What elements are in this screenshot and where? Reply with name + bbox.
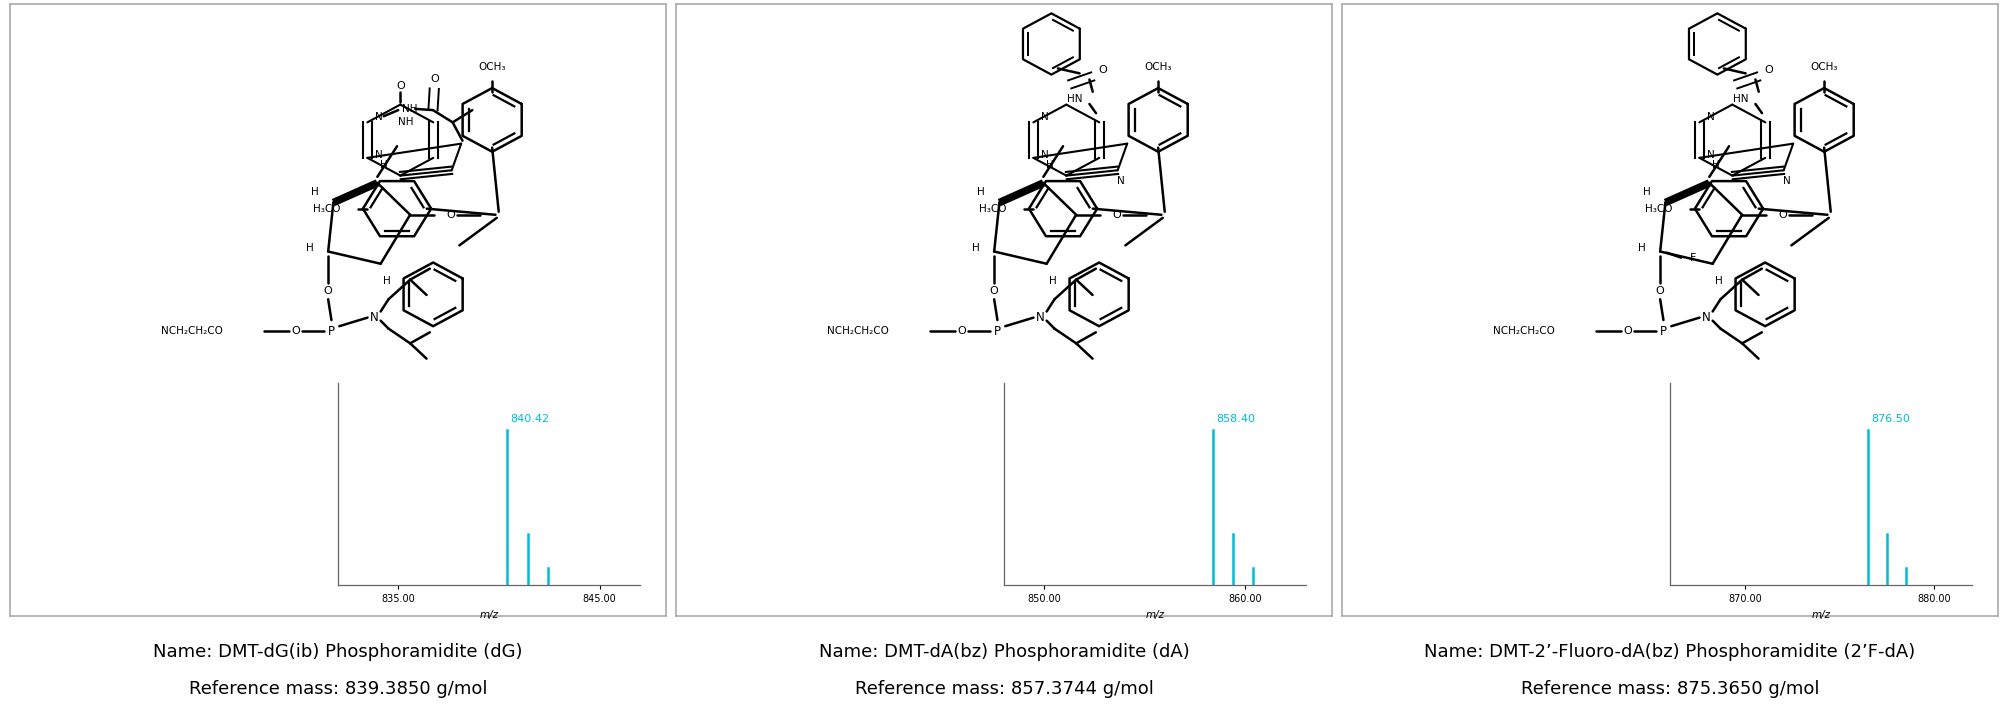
Text: NCH₂CH₂CO: NCH₂CH₂CO [162,326,224,336]
Text: H: H [972,243,980,253]
Text: Reference mass: 857.3744 g/mol: Reference mass: 857.3744 g/mol [854,679,1154,698]
Text: H: H [306,243,314,253]
Text: HN: HN [1068,94,1082,104]
Text: NCH₂CH₂CO: NCH₂CH₂CO [828,326,890,336]
Text: N: N [376,112,382,122]
Text: N: N [1042,150,1048,160]
Text: H₃CO: H₃CO [1646,203,1672,213]
Text: P: P [328,324,334,338]
Text: H: H [1644,187,1650,196]
Text: H: H [978,187,984,196]
Text: N: N [376,150,382,160]
Text: F: F [1690,253,1696,263]
Text: N: N [1784,176,1790,186]
Text: OCH₃: OCH₃ [478,62,506,72]
Text: O: O [396,81,404,91]
Text: Name: DMT-dA(bz) Phosphoramidite (dA): Name: DMT-dA(bz) Phosphoramidite (dA) [818,642,1190,661]
Text: OCH₃: OCH₃ [1810,62,1838,72]
Text: O: O [1112,210,1122,220]
Text: H: H [1046,160,1054,170]
Text: H₃CO: H₃CO [980,203,1006,213]
Text: NH: NH [402,104,418,114]
Text: N: N [1708,150,1714,160]
Text: O: O [446,210,456,220]
Text: H: H [380,160,388,170]
Text: P: P [1660,324,1666,338]
Text: H: H [312,187,318,196]
Text: O: O [1622,326,1632,336]
Text: O: O [990,286,998,296]
Text: OCH₃: OCH₃ [1144,62,1172,72]
Text: O: O [290,326,300,336]
Text: O: O [1764,65,1772,75]
Text: O: O [1778,210,1788,220]
Text: O: O [956,326,966,336]
Text: O: O [324,286,332,296]
Text: Reference mass: 875.3650 g/mol: Reference mass: 875.3650 g/mol [1520,679,1820,698]
Text: O: O [430,74,438,84]
Text: Name: DMT-dG(ib) Phosphoramidite (dG): Name: DMT-dG(ib) Phosphoramidite (dG) [154,642,522,661]
Text: H: H [1050,276,1058,286]
Text: P: P [994,324,1000,338]
Text: H: H [1712,160,1720,170]
Text: N: N [1118,176,1124,186]
Text: Reference mass: 839.3850 g/mol: Reference mass: 839.3850 g/mol [188,679,488,698]
Text: O: O [1098,65,1106,75]
Text: N: N [1036,311,1044,324]
Text: N: N [1708,112,1714,122]
Text: N: N [1042,112,1048,122]
Text: O: O [1656,286,1664,296]
Text: H₃CO: H₃CO [314,203,340,213]
Text: H: H [1638,243,1646,253]
Text: HN: HN [1734,94,1748,104]
Text: N: N [1702,311,1710,324]
Text: H: H [1716,276,1724,286]
Text: N: N [370,311,378,324]
Text: NH: NH [398,117,414,127]
Text: NCH₂CH₂CO: NCH₂CH₂CO [1494,326,1556,336]
Text: H: H [384,276,392,286]
Text: Name: DMT-2’-Fluoro-dA(bz) Phosphoramidite (2’F-dA): Name: DMT-2’-Fluoro-dA(bz) Phosphoramidi… [1424,642,1916,661]
